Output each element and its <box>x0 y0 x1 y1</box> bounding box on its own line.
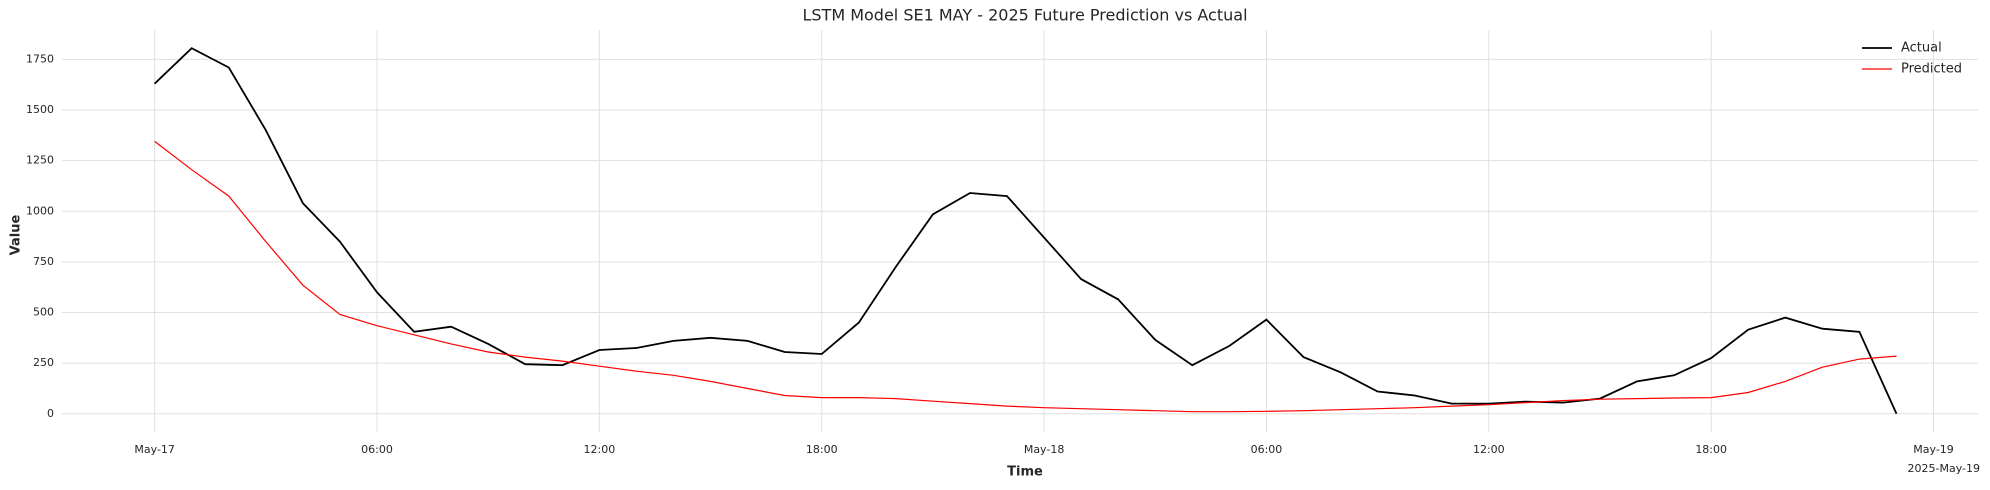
line-series <box>153 47 1898 415</box>
x-tick-label: 12:00 <box>1473 443 1505 456</box>
x-tick-label: 06:00 <box>1251 443 1283 456</box>
y-tick-label: 750 <box>33 255 54 268</box>
y-tick-label: 500 <box>33 306 54 319</box>
y-tick-label: 0 <box>47 407 54 420</box>
legend-label: Predicted <box>1901 62 1962 77</box>
x-axis-label: Time <box>1007 465 1043 480</box>
x-tick-label: May-19 <box>1913 443 1954 456</box>
x-tick-label: May-17 <box>134 443 175 456</box>
x-tick-label: May-18 <box>1024 443 1065 456</box>
y-tick-label: 1500 <box>26 103 54 116</box>
x-tick-label: 18:00 <box>806 443 838 456</box>
x-offset-label: 2025-May-19 <box>1908 462 1980 475</box>
line-series <box>154 140 1897 413</box>
legend-label: Actual <box>1901 41 1942 56</box>
y-axis-label: Value <box>9 214 24 255</box>
x-tick-label: 12:00 <box>584 443 616 456</box>
x-tick-label: 18:00 <box>1695 443 1727 456</box>
y-tick-label: 1750 <box>26 52 54 65</box>
x-tick-label: 06:00 <box>361 443 393 456</box>
y-tick-label: 1000 <box>26 204 54 217</box>
chart-title: LSTM Model SE1 MAY - 2025 Future Predict… <box>802 6 1247 25</box>
y-tick-label: 1250 <box>26 154 54 167</box>
y-tick-label: 250 <box>33 356 54 369</box>
